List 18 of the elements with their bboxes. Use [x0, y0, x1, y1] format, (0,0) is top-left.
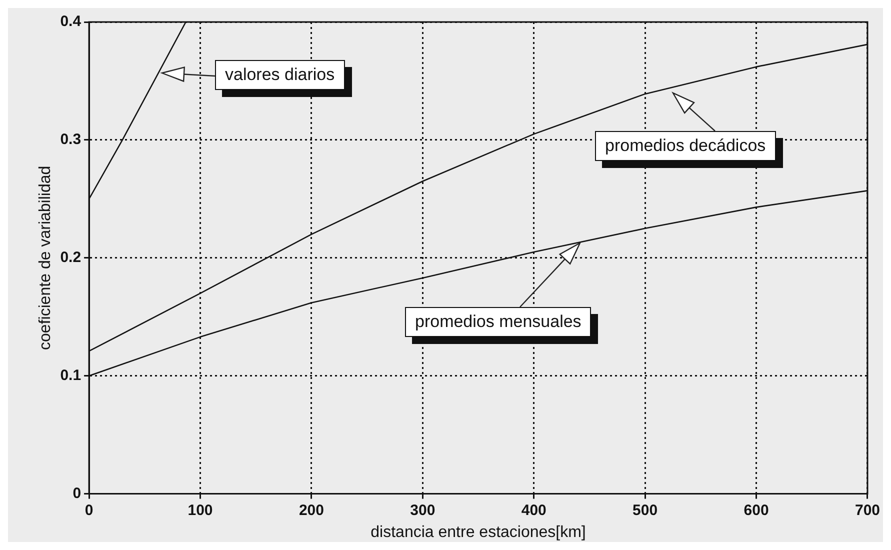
x-tick-label: 300: [410, 502, 436, 519]
y-axis-title: coeficiente de variabilidad: [37, 166, 54, 350]
x-tick-label: 500: [632, 502, 658, 519]
y-tick-label: 0.1: [60, 366, 82, 384]
x-axis-title: distancia entre estaciones[km]: [370, 524, 586, 541]
annotation: promedios decádicos: [595, 131, 776, 161]
x-tick-label: 200: [298, 502, 324, 519]
x-tick-label: 400: [521, 502, 546, 519]
y-tick-label: 0.4: [60, 13, 82, 30]
x-tick-label: 700: [854, 502, 880, 519]
x-tick-label: 600: [744, 502, 769, 519]
y-tick-label: 0: [72, 484, 82, 502]
y-tick-label: 0.2: [60, 249, 82, 266]
x-tick-label: 100: [188, 502, 213, 519]
x-tick-label: 0: [84, 502, 94, 519]
annotation: valores diarios: [215, 60, 345, 90]
y-tick-label: 0.3: [60, 131, 82, 148]
annotation: promedios mensuales: [405, 307, 592, 337]
